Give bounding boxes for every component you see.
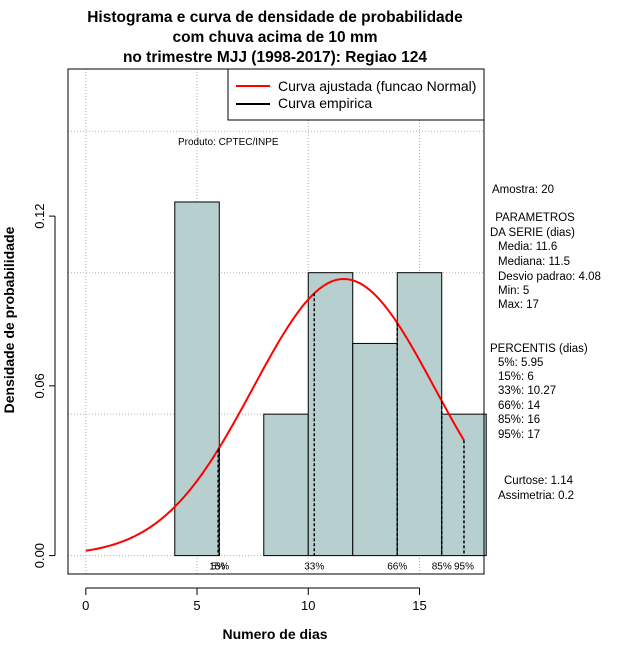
stat-assimetria: Assimetria: 0.2 (498, 490, 574, 502)
histogram-bar-0 (174, 201, 220, 557)
percentile-lines-layer: 5%15% 33% 66% 85% 95% (209, 293, 474, 573)
axes-layer: 0 5 10 15 0.00 0.06 0.12 (32, 203, 427, 613)
legend-label-normal: Curva ajustada (funcao Normal) (278, 78, 476, 94)
percentis-header: PERCENTIS (dias) (490, 343, 588, 355)
chart-title-line-1: Histograma e curva de densidade de proba… (87, 9, 463, 26)
histogram-bar-6 (441, 413, 487, 557)
param-min: Min: 5 (498, 285, 529, 297)
params-header-line-2: DA SERIE (dias) (490, 227, 575, 239)
normal-fit-curve (85, 277, 465, 552)
sample-size: Amostra: 20 (492, 184, 554, 196)
stat-curtose: Curtose: 1.14 (504, 475, 574, 487)
curve-layer (85, 277, 465, 552)
y-tick-label-1: 0.06 (32, 373, 47, 398)
param-max: Max: 17 (498, 299, 539, 311)
percentil-5: 5%: 5.95 (498, 357, 543, 369)
percentile-label-1: 15% (209, 562, 229, 573)
legend: Curva ajustada (funcao Normal) Curva emp… (227, 68, 485, 121)
product-annotation: Produto: CPTEC/INPE (178, 137, 279, 148)
statistics-panel: Amostra: 20 PARAMETROS DA SERIE (dias) M… (490, 184, 601, 502)
y-tick-label-2: 0.12 (32, 203, 47, 228)
x-tick-label-1: 5 (193, 598, 200, 613)
legend-box (227, 68, 485, 121)
x-axis-title: Numero de dias (222, 626, 327, 642)
percentil-95: 95%: 17 (498, 429, 540, 441)
chart-title-line-2: com chuva acima de 10 mm (172, 29, 377, 46)
percentile-label-5: 95% (454, 562, 474, 573)
legend-label-empirica: Curva empirica (278, 95, 372, 111)
histogram-bar-5 (396, 272, 443, 557)
percentile-label-4: 85% (432, 562, 452, 573)
x-tick-label-3: 15 (412, 598, 426, 613)
percentil-66: 66%: 14 (498, 400, 541, 412)
percentile-label-0: 5% (211, 562, 226, 573)
param-mediana: Mediana: 11.5 (498, 256, 570, 268)
x-tick-label-2: 10 (301, 598, 315, 613)
percentil-33: 33%: 10.27 (498, 385, 556, 397)
percentile-label-2: 33% (304, 562, 324, 573)
percentile-label-3: 66% (387, 562, 407, 573)
param-media: Media: 11.6 (498, 241, 557, 253)
x-tick-label-0: 0 (82, 598, 89, 613)
percentil-15: 15%: 6 (498, 371, 534, 383)
percentil-85: 85%: 16 (498, 414, 540, 426)
histogram-bar-2 (263, 413, 309, 557)
histogram-bars (174, 201, 487, 557)
chart-title-line-3: no trimestre MJJ (1998-2017): Regiao 124 (123, 49, 427, 66)
param-desvio: Desvio padrao: 4.08 (498, 271, 601, 283)
y-axis-title: Densidade de probabilidade (1, 226, 17, 413)
params-header-line-1: PARAMETROS (492, 212, 575, 224)
histogram-bar-4 (352, 342, 398, 557)
y-tick-label-0: 0.00 (32, 543, 47, 568)
